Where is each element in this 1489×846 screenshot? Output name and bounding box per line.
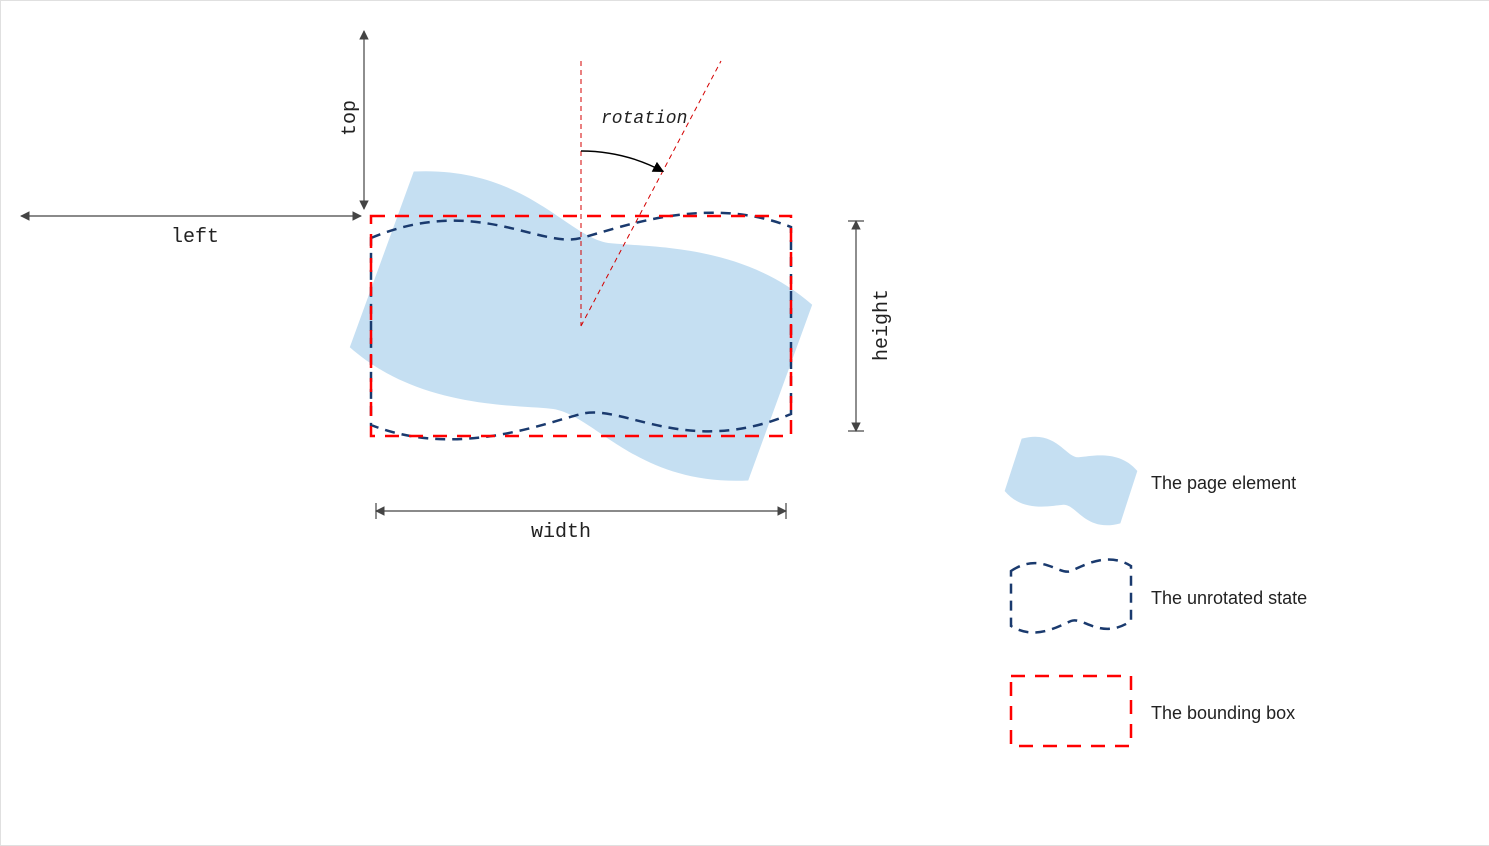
width-label: width	[531, 521, 591, 544]
legend-bounding-box-swatch	[1011, 676, 1131, 746]
rotation-arc-arrow	[581, 151, 663, 171]
legend-page-element-label: The page element	[1151, 473, 1296, 494]
rotation-label: rotation	[601, 109, 687, 129]
legend-bounding-box-label: The bounding box	[1151, 703, 1295, 724]
legend-unrotated-swatch	[1011, 560, 1131, 633]
height-label: height	[871, 289, 894, 361]
diagram-canvas: left top width height rotation The page …	[0, 0, 1489, 846]
legend-page-element-swatch	[1003, 428, 1140, 535]
left-label: left	[171, 226, 219, 249]
legend-unrotated-label: The unrotated state	[1151, 588, 1307, 609]
top-label: top	[339, 100, 362, 136]
